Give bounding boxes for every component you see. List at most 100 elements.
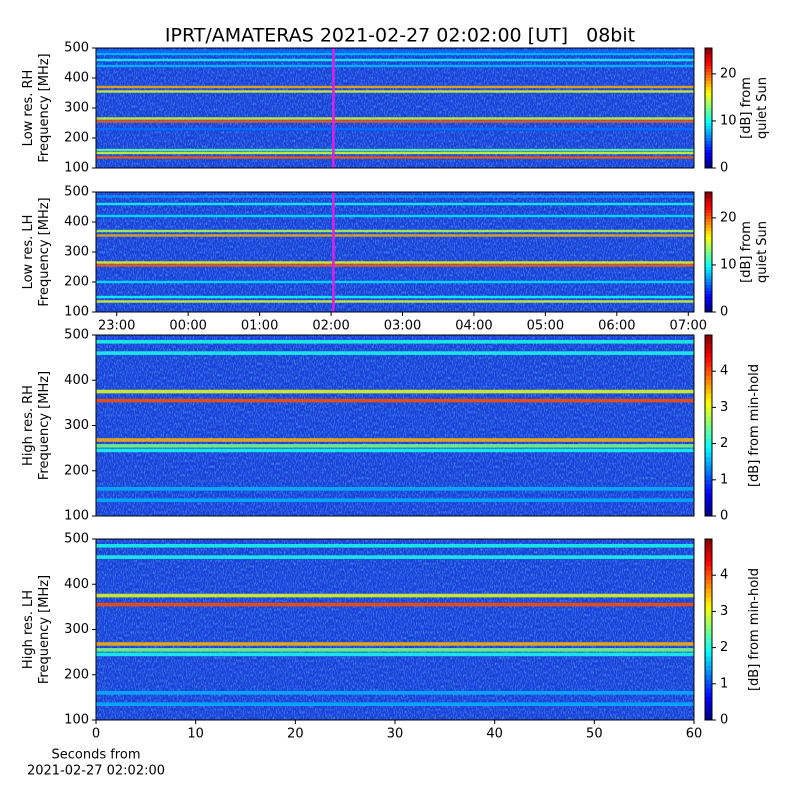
x-tick-label: 07:00 xyxy=(670,319,707,334)
colorbar-step xyxy=(705,593,712,599)
colorbar-step xyxy=(705,252,712,256)
colorbar-step xyxy=(705,461,712,467)
colorbar-tick-label: 0 xyxy=(720,713,728,728)
y-tick-label: 100 xyxy=(64,509,89,524)
x-tick-label: 01:00 xyxy=(241,319,278,334)
y-tick-label: 500 xyxy=(64,532,89,547)
frequency-band xyxy=(96,117,694,120)
colorbar-step xyxy=(705,159,712,163)
frequency-band xyxy=(96,389,694,394)
frequency-band xyxy=(96,195,694,198)
colorbar-step xyxy=(705,552,712,558)
chart-title: IPRT/AMATERAS 2021-02-27 02:02:00 [UT] 0… xyxy=(165,25,635,47)
x-tick-label: 03:00 xyxy=(384,319,421,334)
colorbar-step xyxy=(705,243,712,247)
colorbar-step xyxy=(705,96,712,100)
colorbar-step xyxy=(705,300,712,304)
y-axis-label-line: Frequency [MHz] xyxy=(37,371,52,480)
y-tick-label: 400 xyxy=(64,215,89,230)
colorbar-step xyxy=(705,665,712,671)
colorbar-step xyxy=(705,457,712,463)
colorbar-step xyxy=(705,294,712,298)
colorbar-step xyxy=(705,624,712,630)
colorbar-step xyxy=(705,425,712,431)
colorbar-step xyxy=(705,416,712,422)
colorbar-tick-label: 2 xyxy=(720,436,728,451)
colorbar-step xyxy=(705,117,712,121)
colorbar-step xyxy=(705,362,712,368)
colorbar-tick-label: 4 xyxy=(720,568,728,583)
colorbar-step xyxy=(705,606,712,612)
frequency-band xyxy=(96,543,694,548)
colorbar-step xyxy=(705,348,712,354)
colorbar-step xyxy=(705,611,712,617)
colorbar-label-line: [dB] from min-hold xyxy=(747,364,762,487)
frequency-band xyxy=(96,295,694,299)
colorbar-step xyxy=(705,255,712,259)
colorbar-step xyxy=(705,150,712,154)
colorbar-step xyxy=(705,715,712,721)
colorbar-step xyxy=(705,470,712,476)
frequency-band xyxy=(96,339,694,344)
colorbar-step xyxy=(705,579,712,585)
y-axis-label-line: High res. RH xyxy=(21,385,36,466)
colorbar-step xyxy=(705,273,712,277)
colorbar-step xyxy=(705,643,712,649)
colorbar-step xyxy=(705,147,712,151)
y-tick-label: 500 xyxy=(64,41,89,56)
colorbar-step xyxy=(705,288,712,292)
colorbar-step xyxy=(705,165,712,169)
colorbar-step xyxy=(705,344,712,350)
colorbar-step xyxy=(705,303,712,307)
colorbar-step xyxy=(705,93,712,97)
heatmap-noise xyxy=(96,539,694,720)
colorbar-step xyxy=(705,584,712,590)
colorbar-step xyxy=(705,129,712,133)
frequency-band xyxy=(96,202,694,206)
colorbar-step xyxy=(705,258,712,262)
colorbar-step xyxy=(705,123,712,127)
colorbar-step xyxy=(705,99,712,103)
frequency-band xyxy=(96,85,694,89)
colorbar-step xyxy=(705,261,712,265)
colorbar-step xyxy=(705,126,712,130)
colorbar-step xyxy=(705,219,712,223)
y-tick-label: 500 xyxy=(64,328,89,343)
colorbar-step xyxy=(705,652,712,658)
colorbar-step xyxy=(705,291,712,295)
colorbar-tick-label: 10 xyxy=(720,113,737,128)
colorbar-step xyxy=(705,398,712,404)
colorbar-step xyxy=(705,51,712,55)
frequency-band xyxy=(96,280,694,284)
frequency-band xyxy=(96,300,694,303)
y-tick-label: 500 xyxy=(64,185,89,200)
x-tick-label: 04:00 xyxy=(455,319,492,334)
colorbar-label-line: quiet Sun xyxy=(755,77,770,139)
colorbar-step xyxy=(705,270,712,274)
y-axis-label: High res. LHFrequency [MHz] xyxy=(21,575,52,684)
y-axis-label-line: Frequency [MHz] xyxy=(37,197,52,306)
colorbar-step xyxy=(705,138,712,142)
colorbar-step xyxy=(705,237,712,241)
colorbar-step xyxy=(705,484,712,490)
colorbar-label: [dB] fromquiet Sun xyxy=(739,77,770,139)
colorbar-step xyxy=(705,66,712,70)
colorbar-step xyxy=(705,506,712,512)
colorbar-step xyxy=(705,120,712,124)
colorbar-step xyxy=(705,192,712,196)
colorbar-step xyxy=(705,57,712,61)
x-tick-label: 10 xyxy=(187,727,204,742)
frequency-band xyxy=(96,49,694,53)
colorbar-step xyxy=(705,60,712,64)
colorbar-step xyxy=(705,144,712,148)
colorbar-step xyxy=(705,162,712,166)
colorbar-step xyxy=(705,371,712,377)
y-tick-label: 200 xyxy=(64,463,89,478)
frequency-band xyxy=(96,642,694,646)
colorbar-step xyxy=(705,135,712,139)
colorbar-step xyxy=(705,384,712,390)
colorbar-step xyxy=(705,111,712,115)
colorbar-step xyxy=(705,602,712,608)
colorbar-label-line: quiet Sun xyxy=(755,221,770,283)
colorbar-step xyxy=(705,466,712,472)
